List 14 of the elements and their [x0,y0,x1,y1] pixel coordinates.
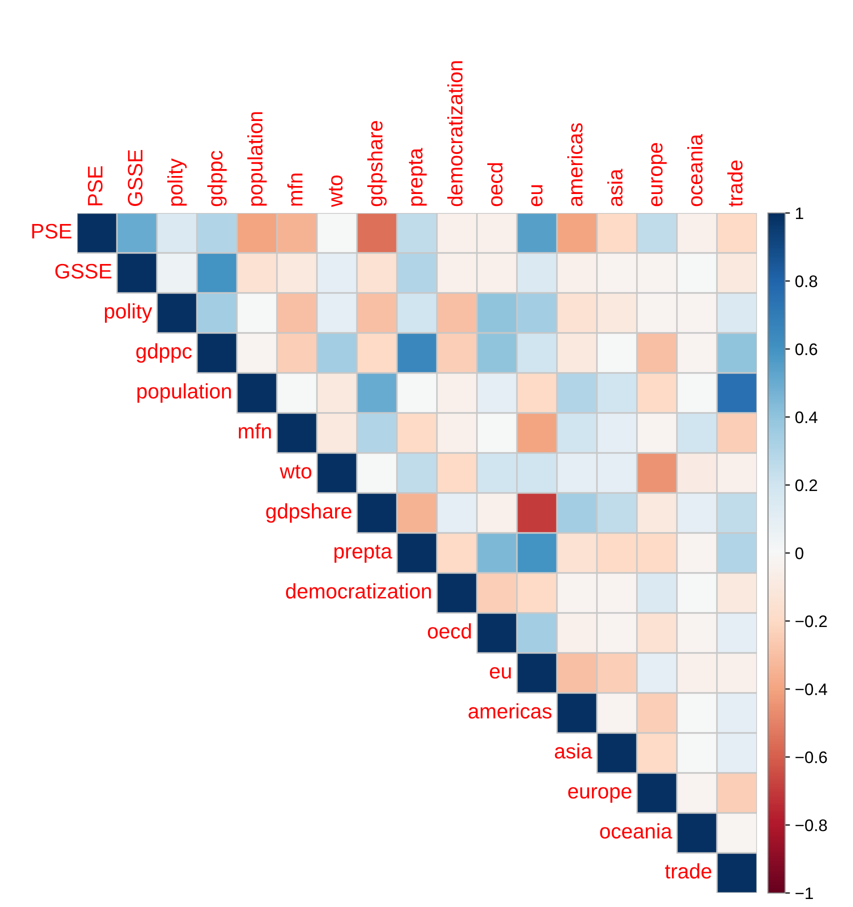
color-bar-label: −0.6 [796,751,827,764]
color-bar-label: 0.2 [795,479,818,492]
y-tick-label: democratization [286,583,431,599]
color-bar-label: −1 [796,888,813,900]
color-bar-label: −0.2 [796,615,827,628]
color-bar-label: 0 [795,547,804,560]
x-tick-label: eu [531,185,543,206]
x-tick-label: trade [727,160,743,207]
color-bar-label: 1 [796,208,804,220]
color-bar-label: −0.8 [796,819,827,832]
color-bar-label: −0.4 [796,683,828,696]
color-bar-label: 0.8 [795,275,818,288]
color-bar-label: 0.4 [795,411,818,424]
color-bar-label: 0.6 [795,343,818,356]
